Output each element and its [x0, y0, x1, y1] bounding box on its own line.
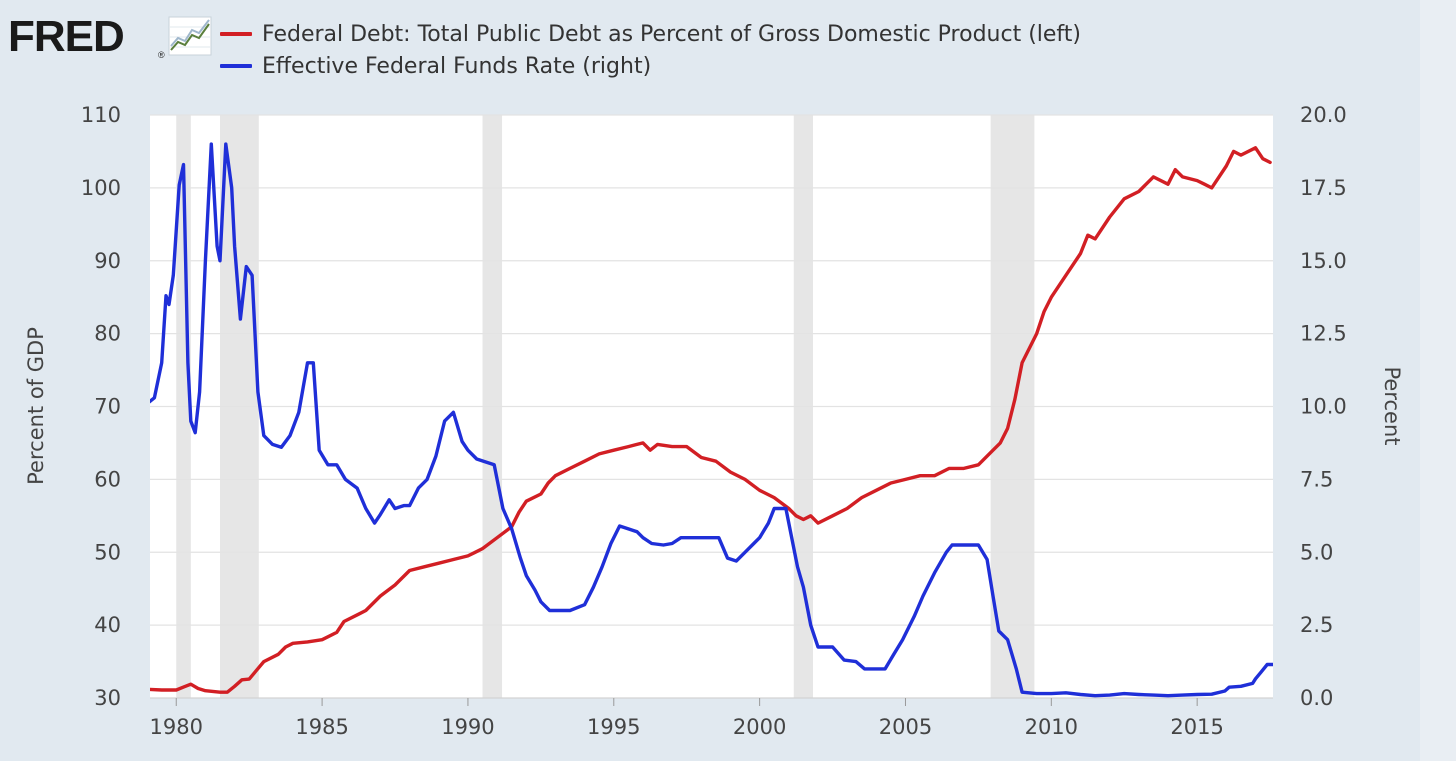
left-tick-label: 60: [94, 467, 121, 491]
right-tick-label: 10.0: [1300, 395, 1347, 419]
fred-graph-icon: [168, 16, 212, 56]
left-tick-label: 80: [94, 322, 121, 346]
right-tick-label: 15.0: [1300, 249, 1347, 273]
x-tick-label: 1995: [587, 715, 640, 739]
right-tick-label: 2.5: [1300, 613, 1333, 637]
right-tick-label: 5.0: [1300, 540, 1333, 564]
x-tick-label: 1985: [295, 715, 348, 739]
right-margin-strip: [1420, 0, 1456, 761]
left-tick-label: 110: [81, 103, 121, 127]
legend-swatch-fed-funds-rate: [220, 64, 252, 68]
left-tick-label: 100: [81, 176, 121, 200]
legend-item-fed-funds-rate[interactable]: Effective Federal Funds Rate (right): [220, 51, 651, 81]
left-tick-label: 50: [94, 540, 121, 564]
left-tick-label: 90: [94, 249, 121, 273]
left-tick-label: 30: [94, 686, 121, 710]
x-tick-label: 2010: [1025, 715, 1078, 739]
series-line-federal-debt[interactable]: [147, 146, 1272, 694]
right-tick-label: 7.5: [1300, 467, 1333, 491]
fred-logo[interactable]: FRED ®: [8, 14, 213, 60]
left-tick-label: 40: [94, 613, 121, 637]
series-lines: [147, 142, 1273, 698]
right-tick-label: 0.0: [1300, 686, 1333, 710]
right-tick-label: 20.0: [1300, 103, 1347, 127]
legend-item-federal-debt[interactable]: Federal Debt: Total Public Debt as Perce…: [220, 19, 1081, 49]
x-tick-label: 1980: [150, 715, 203, 739]
chart-svg: 30 40 50 60 70 80 90 100 110 0.0 2.5 5.0 7.5 10.0 12.…: [24, 103, 1404, 739]
legend-label-federal-debt: Federal Debt: Total Public Debt as Perce…: [262, 21, 1081, 47]
fred-logo-registered-mark: ®: [158, 50, 165, 60]
right-axis-title: Percent: [1380, 366, 1404, 445]
left-tick-label: 70: [94, 395, 121, 419]
right-tick-label: 12.5: [1300, 322, 1347, 346]
series-line-fed-funds-rate[interactable]: [147, 142, 1273, 698]
right-axis-ticks: 0.0 2.5 5.0 7.5 10.0 12.5 15.0 17.5 20.0: [1300, 103, 1347, 710]
x-axis-ticks: 1980 1985 1990 1995 2000 2005 2010 2015: [150, 697, 1273, 739]
left-axis-title: Percent of GDP: [24, 327, 48, 485]
x-tick-label: 1990: [441, 715, 494, 739]
fred-logo-text: FRED: [8, 12, 125, 61]
legend-label-fed-funds-rate: Effective Federal Funds Rate (right): [262, 53, 652, 79]
x-tick-label: 2000: [733, 715, 786, 739]
x-tick-label: 2015: [1170, 715, 1223, 739]
right-tick-label: 17.5: [1300, 176, 1347, 200]
x-tick-label: 2005: [879, 715, 932, 739]
left-axis-ticks: 30 40 50 60 70 80 90 100 110: [81, 103, 121, 710]
legend-swatch-federal-debt: [220, 32, 252, 36]
